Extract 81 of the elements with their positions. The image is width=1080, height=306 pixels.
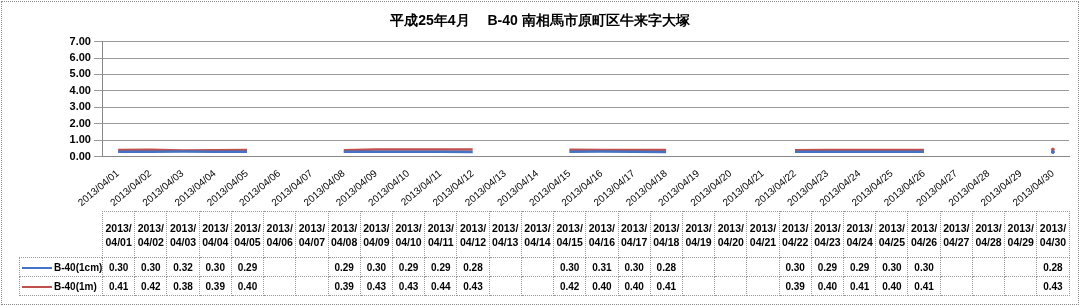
data-label: 0.43 [1036, 276, 1070, 296]
category-label: 2013/04/15 [556, 221, 583, 248]
data-label: 0.29 [811, 257, 844, 277]
y-tick-label: 6.00 [69, 51, 91, 64]
data-label: 0.31 [585, 257, 618, 277]
data-label: 0.30 [618, 257, 651, 277]
category-label: 2013/04/16 [588, 221, 616, 248]
y-tick-label: 1.00 [69, 133, 91, 146]
data-label: 0.44 [424, 276, 457, 296]
category-label: 2013/04/12 [459, 221, 487, 248]
y-tick-label: 3.00 [69, 100, 91, 113]
y-tick-label: 7.00 [69, 34, 91, 47]
data-label: 0.30 [779, 257, 812, 277]
category-label: 2013/04/24 [846, 221, 873, 248]
category-label: 2013/04/20 [717, 221, 744, 248]
category-label: 2013/04/26 [910, 221, 938, 248]
category-label: 2013/04/03 [169, 221, 197, 248]
data-label: 0.40 [231, 276, 264, 296]
y-tick-label: 4.00 [69, 83, 91, 96]
category-label: 2013/04/08 [331, 221, 358, 248]
data-label: 0.42 [134, 276, 167, 296]
data-label: 0.32 [166, 257, 200, 277]
data-label: 0.43 [392, 276, 425, 296]
data-label: 0.28 [1036, 257, 1070, 277]
category-label: 2013/04/28 [975, 221, 1002, 248]
data-label: 0.28 [456, 257, 490, 277]
data-label: 0.39 [199, 276, 232, 296]
data-label: 0.41 [843, 276, 876, 296]
data-label: 0.38 [166, 276, 200, 296]
y-tick-label: 5.00 [69, 67, 91, 80]
data-label: 0.30 [199, 257, 232, 277]
data-label: 0.28 [650, 257, 683, 277]
data-label: 0.40 [618, 276, 651, 296]
category-label: 2013/04/30 [1039, 221, 1067, 248]
y-tick-label: 2.00 [69, 116, 91, 129]
category-label: 2013/04/09 [363, 221, 390, 248]
data-label: 0.30 [875, 257, 908, 277]
data-label: 0.29 [328, 257, 361, 277]
category-label: 2013/04/05 [234, 221, 261, 248]
data-label: 0.30 [553, 257, 586, 277]
data-label: 0.40 [585, 276, 618, 296]
category-label: 2013/04/07 [298, 221, 326, 248]
data-label: 0.41 [102, 276, 135, 296]
data-label: 0.30 [360, 257, 393, 277]
data-label: 0.41 [907, 276, 941, 296]
data-label: 0.42 [553, 276, 586, 296]
category-label: 2013/04/10 [395, 221, 422, 248]
y-tick-label: 0.00 [69, 149, 91, 162]
data-label: 0.30 [134, 257, 167, 277]
data-label: 0.29 [424, 257, 457, 277]
data-label: 0.39 [779, 276, 812, 296]
category-label: 2013/04/29 [1007, 221, 1034, 248]
data-label: 0.41 [650, 276, 683, 296]
data-label: 0.29 [231, 257, 264, 277]
data-label: 0.43 [456, 276, 490, 296]
data-label: 0.30 [102, 257, 135, 277]
category-label: 2013/04/23 [814, 221, 841, 248]
category-label: 2013/04/04 [202, 221, 229, 248]
data-label: 0.40 [811, 276, 844, 296]
chart-title: 平成25年4月 B-40 南相馬市原町区牛来字大塚 [389, 12, 691, 30]
data-label: 0.43 [360, 276, 393, 296]
category-label: 2013/04/06 [266, 221, 293, 248]
category-label: 2013/04/14 [524, 221, 551, 248]
category-label: 2013/04/11 [427, 221, 454, 248]
category-label: 2013/04/19 [685, 221, 712, 248]
data-label: 0.40 [875, 276, 908, 296]
legend-label: B-40(1m) [19, 276, 103, 296]
category-label: 2013/04/21 [749, 221, 777, 248]
category-label: 2013/04/17 [620, 221, 648, 248]
category-label: 2013/04/02 [137, 221, 164, 248]
category-label: 2013/04/25 [878, 221, 905, 248]
category-label: 2013/04/18 [653, 221, 680, 248]
category-label: 2013/04/01 [105, 221, 132, 248]
data-label: 0.29 [392, 257, 425, 277]
category-label: 2013/04/13 [492, 221, 519, 248]
legend-label: B-40(1cm) [19, 257, 103, 277]
data-label: 0.30 [907, 257, 941, 277]
data-label: 0.29 [843, 257, 876, 277]
category-label: 2013/04/22 [782, 221, 809, 248]
category-label: 2013/04/27 [943, 221, 970, 248]
data-label: 0.39 [328, 276, 361, 296]
